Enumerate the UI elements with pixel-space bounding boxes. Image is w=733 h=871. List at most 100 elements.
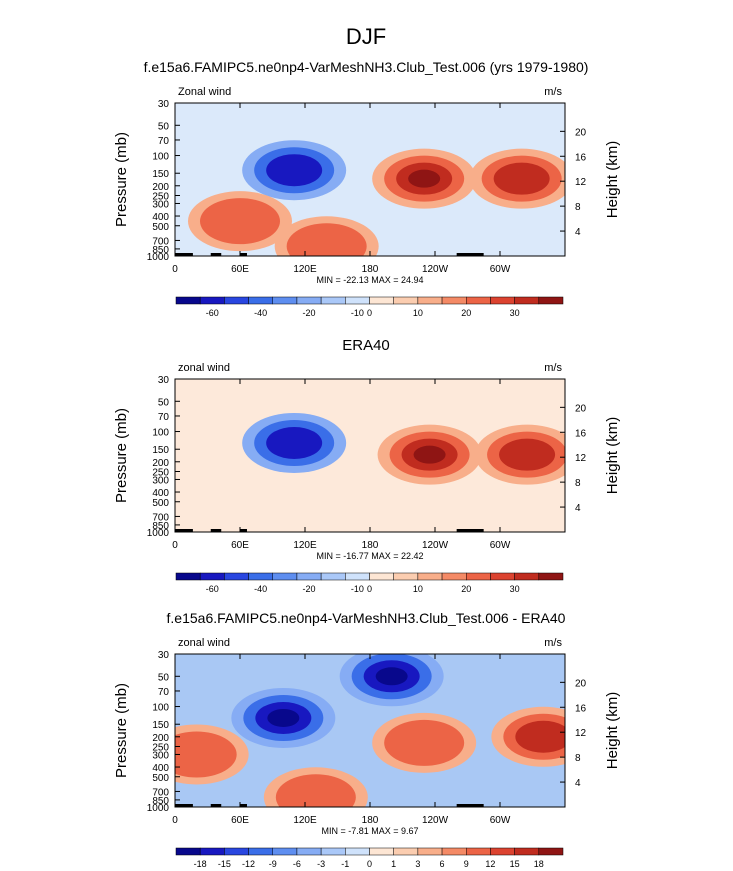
y2-tick-label: 20 <box>575 678 587 689</box>
colorbar-label: 10 <box>413 584 423 594</box>
contour-region <box>175 731 237 778</box>
colorbar-label: -60 <box>206 584 219 594</box>
colorbar-box <box>272 296 298 305</box>
y2-tick-label: 16 <box>575 428 587 439</box>
colorbar-box <box>199 296 225 305</box>
y2-tick-label: 8 <box>575 202 581 213</box>
panels: f.e15a6.FAMIPC5.ne0np4-VarMeshNH3.Club_T… <box>113 59 621 869</box>
y-tick-label: 250 <box>152 468 169 479</box>
x-tick-label: 180 <box>362 540 379 551</box>
y-axis-label: Pressure (mb) <box>113 683 130 778</box>
x-tick-label: 180 <box>362 815 379 826</box>
colorbar-box <box>224 847 249 856</box>
y-tick-label: 200 <box>152 182 169 193</box>
x-tick-label: 0 <box>172 540 178 551</box>
y-tick-label: 30 <box>158 650 170 661</box>
y-tick-label: 500 <box>152 773 169 784</box>
y-tick-label: 700 <box>152 787 169 798</box>
colorbar-box <box>248 847 273 856</box>
y-tick-label: 300 <box>152 199 169 210</box>
colorbar-box <box>369 296 394 305</box>
colorbar-label: 15 <box>510 859 520 869</box>
colorbar-label: -6 <box>293 859 301 869</box>
colorbar-box <box>514 847 540 856</box>
colorbar-label: -18 <box>194 859 207 869</box>
y2-tick-label: 20 <box>575 403 587 414</box>
x-tick-label: 0 <box>172 264 178 275</box>
panel-1: f.e15a6.FAMIPC5.ne0np4-VarMeshNH3.Club_T… <box>113 59 621 318</box>
colorbar-box <box>199 847 225 856</box>
colorbar-label: 12 <box>485 859 495 869</box>
page-title: DJF <box>346 24 386 49</box>
colorbar-box <box>417 572 443 581</box>
colorbar-box <box>441 296 467 305</box>
colorbar-label: -60 <box>206 308 219 318</box>
y-tick-label: 150 <box>152 169 169 180</box>
left-label: zonal wind <box>178 362 230 374</box>
colorbar-box <box>175 296 201 305</box>
y-tick-label: 70 <box>158 687 170 698</box>
colorbar-box <box>417 296 443 305</box>
contour-region <box>408 169 441 188</box>
y-axis-label: Pressure (mb) <box>113 132 130 227</box>
colorbar-box <box>538 296 564 305</box>
colorbar-label: -10 <box>351 308 364 318</box>
x-tick-label: 180 <box>362 264 379 275</box>
colorbar-label: 10 <box>413 308 423 318</box>
y-tick-label: 850 <box>152 521 169 532</box>
colorbar-box <box>320 296 346 305</box>
colorbar-box <box>441 572 467 581</box>
colorbar-label: -9 <box>269 859 277 869</box>
contour-region <box>493 162 550 195</box>
x-tick-label: 120E <box>293 540 317 551</box>
panel-title: f.e15a6.FAMIPC5.ne0np4-VarMeshNH3.Club_T… <box>144 59 589 75</box>
y-tick-label: 200 <box>152 733 169 744</box>
y2-axis-label: Height (km) <box>604 692 621 770</box>
y-tick-label: 500 <box>152 498 169 509</box>
x-tick-label: 0 <box>172 815 178 826</box>
colorbar-box <box>417 847 443 856</box>
contour-region <box>286 223 367 256</box>
colorbar-label: -1 <box>341 859 349 869</box>
y2-tick-label: 4 <box>575 227 581 238</box>
colorbar-box <box>345 572 370 581</box>
x-tick-label: 120W <box>422 815 449 826</box>
units-label: m/s <box>544 637 562 649</box>
y-tick-label: 250 <box>152 192 169 203</box>
colorbar-box <box>296 296 322 305</box>
colorbar-box <box>393 847 419 856</box>
topography-mark <box>240 529 247 532</box>
y-tick-label: 1000 <box>147 252 170 263</box>
contour-region <box>384 719 465 766</box>
colorbar-label: 6 <box>440 859 445 869</box>
y2-axis-label: Height (km) <box>604 141 621 219</box>
y-tick-label: 100 <box>152 428 169 439</box>
colorbar-label: -20 <box>303 308 316 318</box>
colorbar-label: 20 <box>461 308 471 318</box>
colorbar-box <box>248 572 273 581</box>
colorbar-box <box>224 572 249 581</box>
y-tick-label: 850 <box>152 245 169 256</box>
x-tick-label: 60W <box>490 815 511 826</box>
panel-title: ERA40 <box>342 337 390 354</box>
colorbar-box <box>248 296 273 305</box>
colorbar-label: 30 <box>510 308 520 318</box>
colorbar-box <box>538 572 564 581</box>
colorbar-box <box>199 572 225 581</box>
y-tick-label: 300 <box>152 475 169 486</box>
min-max-label: MIN = -22.13 MAX = 24.94 <box>316 275 423 285</box>
colorbar-box <box>393 296 419 305</box>
colorbar-box <box>369 572 394 581</box>
y2-tick-label: 8 <box>575 478 581 489</box>
colorbar-label: 30 <box>510 584 520 594</box>
colorbar-box <box>466 847 491 856</box>
topography-mark <box>175 529 193 532</box>
colorbar-box <box>175 847 201 856</box>
y-tick-label: 30 <box>158 99 170 110</box>
colorbar-box <box>320 847 346 856</box>
colorbar-box <box>369 847 394 856</box>
contour-region <box>266 426 323 459</box>
contour-region <box>266 154 323 187</box>
topography-mark <box>240 804 247 807</box>
